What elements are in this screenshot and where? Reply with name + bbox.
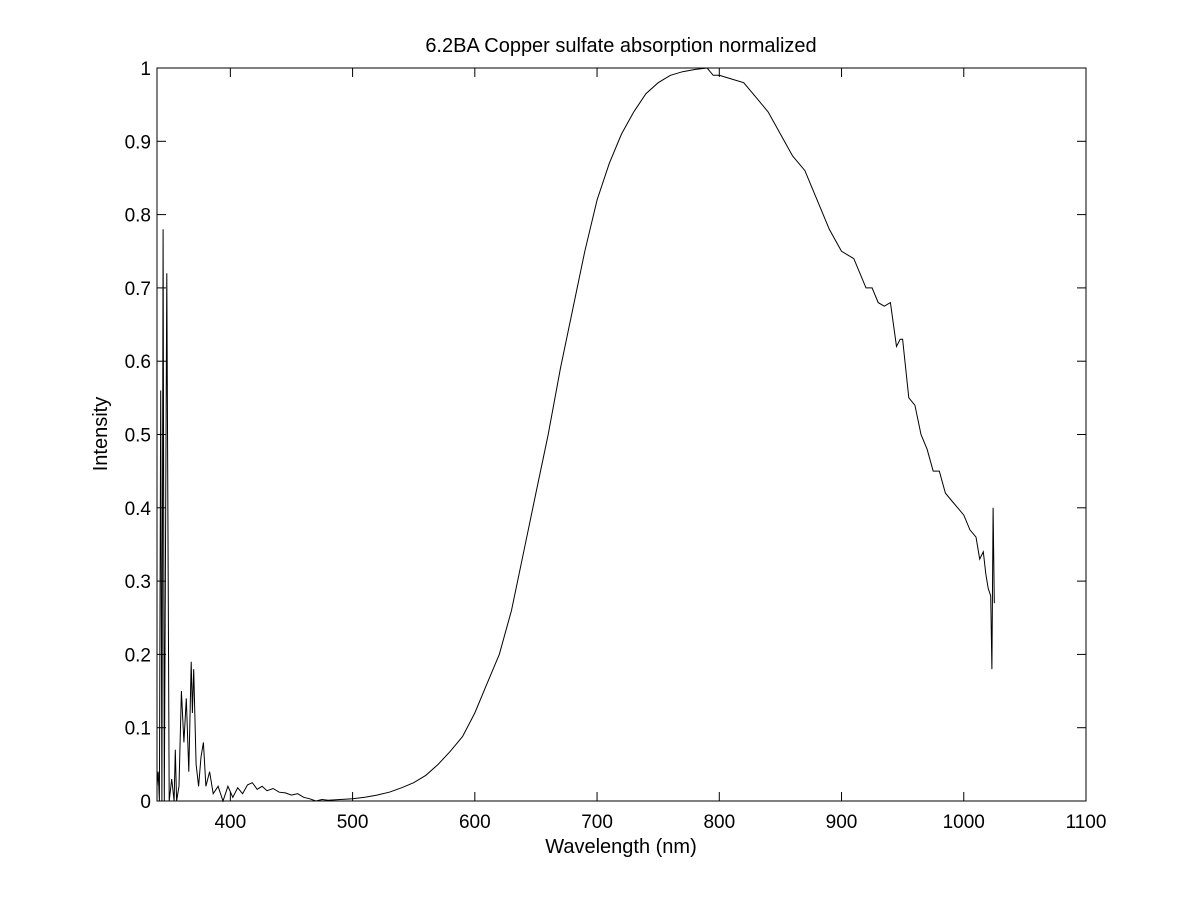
y-tick-label: 0 bbox=[140, 792, 151, 813]
chart-title: 6.2BA Copper sulfate absorption normaliz… bbox=[425, 35, 816, 57]
spectrum-line bbox=[156, 67, 995, 803]
y-tick-label: 1 bbox=[140, 59, 151, 80]
x-tick-label: 400 bbox=[214, 812, 246, 833]
x-tick-label: 1100 bbox=[1066, 812, 1107, 833]
y-axis-label: Intensity bbox=[90, 397, 112, 471]
y-tick-label: 0.8 bbox=[125, 206, 151, 227]
y-tick-label: 0.4 bbox=[125, 499, 152, 520]
x-axis-label: Wavelength (nm) bbox=[545, 836, 697, 858]
x-tick-label: 800 bbox=[703, 812, 735, 833]
x-tick-label: 700 bbox=[581, 812, 613, 833]
y-tick-label: 0.3 bbox=[125, 572, 151, 593]
x-tick-label: 1000 bbox=[943, 812, 985, 833]
y-tick-label: 0.9 bbox=[125, 132, 151, 153]
x-tick-label: 500 bbox=[337, 812, 369, 833]
x-tick-label: 600 bbox=[459, 812, 491, 833]
y-tick-label: 0.1 bbox=[125, 719, 151, 740]
ticks-layer: 400 500 600 700 800 900 1000 1100 0 0.1 0.2 0.3 0.4 0… bbox=[125, 59, 1107, 833]
y-tick-label: 0.5 bbox=[125, 426, 151, 447]
y-tick-label: 0.6 bbox=[125, 352, 151, 373]
y-tick-label: 0.2 bbox=[125, 645, 151, 666]
plot-area bbox=[156, 67, 1087, 802]
x-tick-label: 900 bbox=[826, 812, 858, 833]
y-tick-label: 0.7 bbox=[125, 279, 151, 300]
